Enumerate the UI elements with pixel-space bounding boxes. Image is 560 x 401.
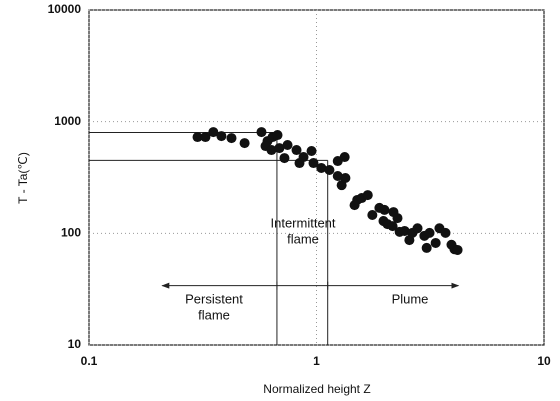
data-point bbox=[399, 225, 410, 236]
data-point bbox=[282, 140, 293, 151]
data-point bbox=[367, 209, 378, 220]
data-point bbox=[291, 145, 302, 156]
data-point bbox=[308, 158, 319, 169]
data-point bbox=[226, 133, 237, 144]
data-point bbox=[294, 158, 305, 169]
annotation: Persistent bbox=[185, 291, 243, 306]
data-point bbox=[339, 152, 350, 163]
data-point bbox=[239, 138, 250, 149]
data-point bbox=[412, 223, 423, 234]
data-point bbox=[362, 190, 373, 201]
x-tick-label: 1 bbox=[313, 354, 320, 368]
data-point bbox=[256, 127, 267, 138]
data-point bbox=[192, 132, 203, 143]
data-point bbox=[430, 237, 441, 248]
data-point bbox=[272, 130, 283, 141]
y-tick-label: 100 bbox=[61, 226, 81, 240]
data-point bbox=[274, 143, 285, 154]
data-point bbox=[424, 227, 435, 238]
data-point bbox=[387, 221, 398, 232]
data-point bbox=[379, 204, 390, 215]
annotation: flame bbox=[198, 307, 230, 322]
data-point bbox=[306, 146, 317, 157]
annotation: Plume bbox=[392, 291, 429, 306]
x-axis-label: Normalized height Z bbox=[263, 382, 370, 396]
data-point bbox=[332, 171, 343, 182]
annotation: flame bbox=[287, 231, 319, 246]
data-point bbox=[200, 132, 211, 143]
data-point bbox=[316, 162, 327, 173]
data-point bbox=[392, 213, 403, 224]
data-point bbox=[266, 145, 277, 156]
y-tick-label: 1000 bbox=[54, 114, 81, 128]
data-point bbox=[421, 242, 432, 253]
data-point bbox=[452, 244, 463, 255]
data-point bbox=[324, 165, 335, 176]
data-point bbox=[216, 131, 227, 142]
data-point bbox=[440, 227, 451, 238]
y-axis-label: T - Ta(℃) bbox=[16, 152, 30, 204]
data-point bbox=[340, 172, 351, 183]
y-tick-label: 10 bbox=[68, 337, 82, 351]
data-point bbox=[208, 127, 219, 138]
y-tick-label: 10000 bbox=[48, 2, 82, 16]
data-point bbox=[279, 153, 290, 164]
x-tick-label: 0.1 bbox=[81, 354, 98, 368]
annotation: Intermittent bbox=[270, 215, 335, 230]
x-tick-label: 10 bbox=[537, 354, 551, 368]
